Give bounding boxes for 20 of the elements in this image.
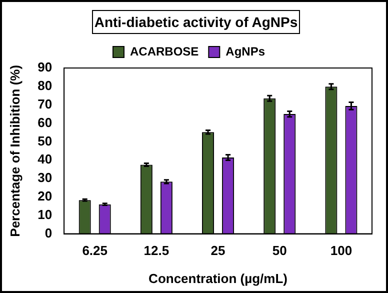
x-tick-label: 6.25 <box>82 243 108 258</box>
legend-label: ACARBOSE <box>130 44 199 58</box>
x-tick-label: 50 <box>272 243 287 258</box>
x-axis-title: Concentration (µg/mL) <box>148 270 288 286</box>
y-tick-label: 10 <box>38 206 52 222</box>
x-tick-label: 25 <box>210 243 226 258</box>
y-tick-label: 0 <box>44 225 52 240</box>
y-tick-label: 80 <box>38 78 52 93</box>
y-tick-label: 40 <box>38 152 52 167</box>
y-tick-label: 50 <box>38 133 52 148</box>
legend-label: AgNPs <box>226 44 266 58</box>
y-tick-label: 70 <box>38 96 52 112</box>
x-tick-label: 100 <box>330 243 352 258</box>
y-tick-label: 30 <box>38 170 52 186</box>
y-tick-label: 20 <box>38 188 52 204</box>
y-axis-title: Percentage of Inhibition (%) <box>7 64 22 237</box>
y-tick-label: 60 <box>38 114 52 130</box>
y-tick-label: 90 <box>38 60 52 75</box>
chart-title: Anti-diabetic activity of AgNPs <box>92 10 300 34</box>
x-tick-label: 12.5 <box>144 243 170 258</box>
